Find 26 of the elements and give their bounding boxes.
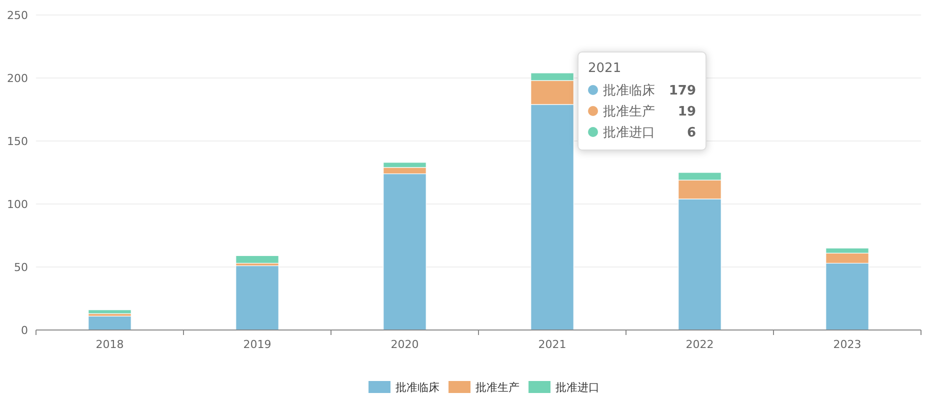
legend-label: 批准进口 (556, 380, 600, 394)
x-tick-label: 2018 (96, 338, 124, 351)
y-tick-label: 50 (14, 260, 28, 274)
y-tick-label: 150 (7, 134, 28, 148)
y-tick-label: 0 (21, 324, 28, 337)
y-tick-label: 200 (7, 72, 28, 85)
annotation: 批准进口 (603, 126, 655, 141)
x-tick-label: 2023 (833, 338, 862, 351)
bar (88, 310, 132, 314)
y-tick-label: 250 (7, 8, 28, 22)
annotation: 批准生产 (603, 104, 655, 120)
bar (88, 316, 132, 330)
annotation: 批准临床 (603, 84, 655, 99)
annotation: 2021 (588, 61, 622, 76)
annotation: 6 (686, 126, 696, 141)
y-tick-label: 100 (7, 198, 28, 211)
legend-label: 批准临床 (396, 380, 440, 394)
x-tick-label: 2020 (390, 338, 419, 351)
legend-label: 批准生产 (476, 380, 520, 394)
x-tick-label: 2019 (243, 338, 272, 351)
x-tick-label: 2021 (538, 338, 566, 351)
x-tick-label: 2022 (686, 338, 714, 351)
bar (236, 255, 279, 264)
annotation: 179 (668, 84, 696, 99)
annotation: 19 (678, 104, 696, 120)
bar (236, 265, 279, 330)
